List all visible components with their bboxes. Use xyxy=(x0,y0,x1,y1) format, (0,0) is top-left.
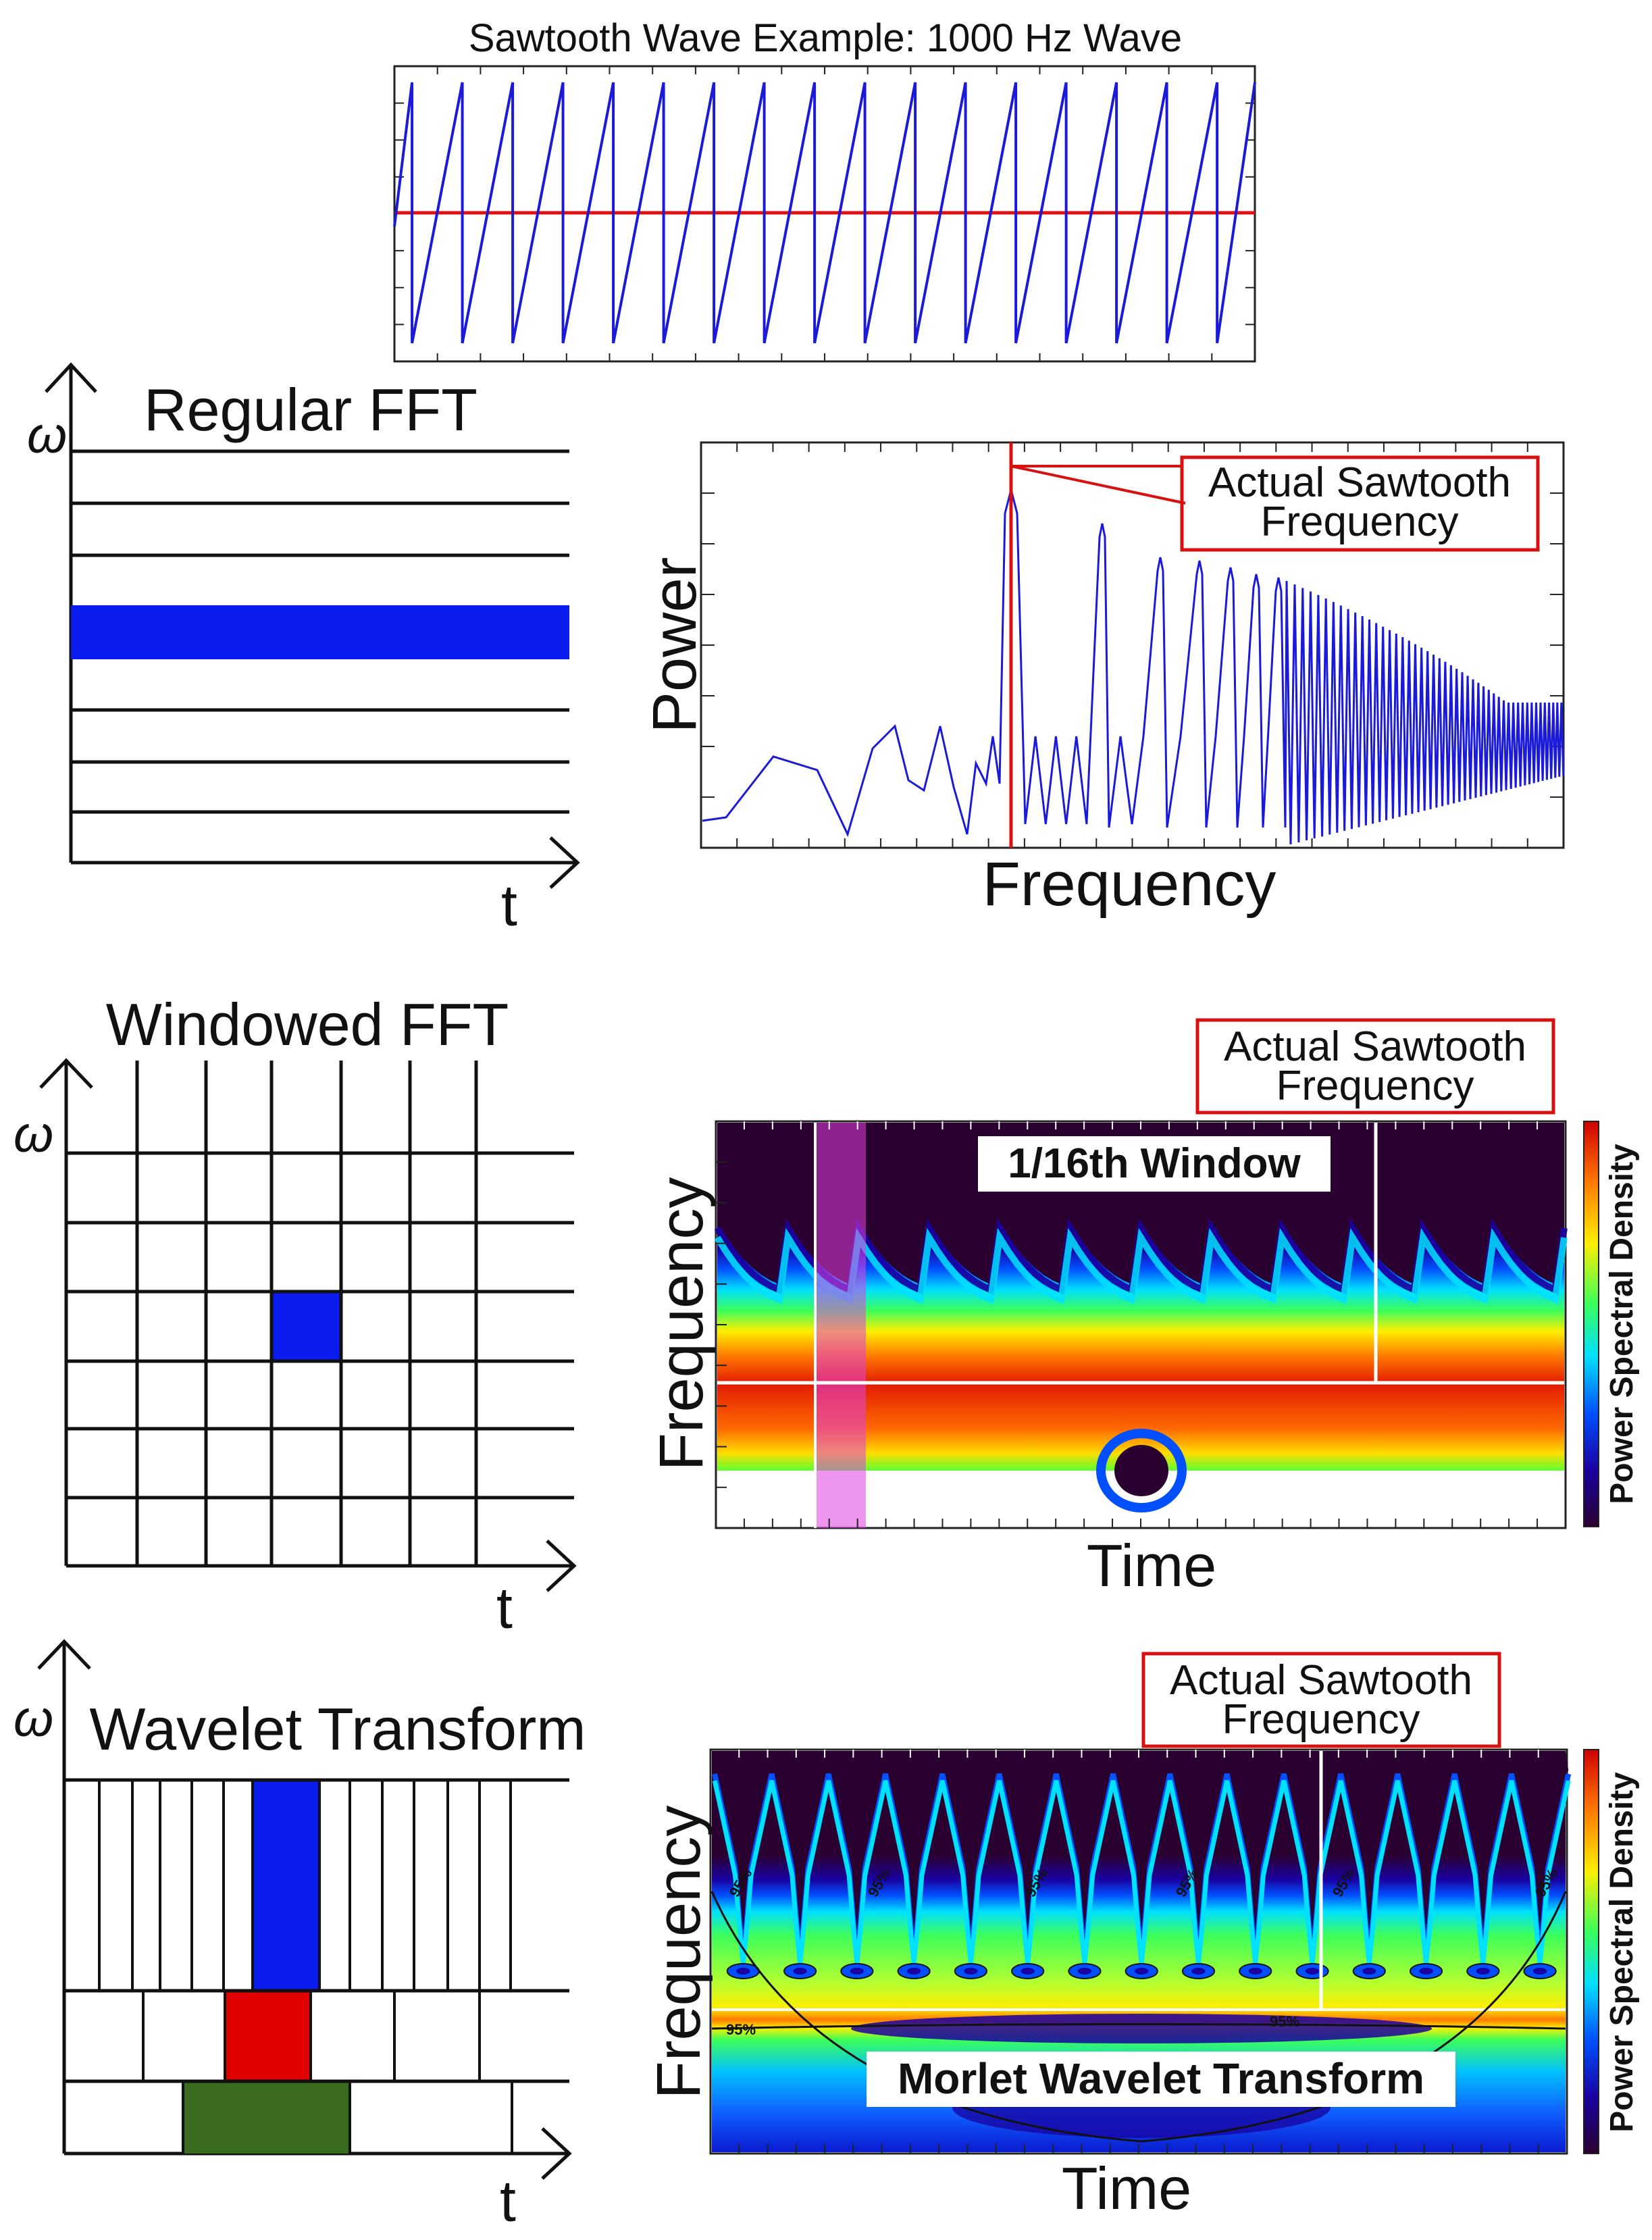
spectrogram-harmonic-ridges xyxy=(717,1123,1564,1285)
power-spectrum-trace xyxy=(702,489,1565,845)
scalogram-inset-label: Morlet Wavelet Transform xyxy=(898,2054,1424,2103)
sawtooth-title: Sawtooth Wave Example: 1000 Hz Wave xyxy=(469,16,1182,60)
power-spectrum-panel: Actual Sawtooth Frequency Power Frequenc… xyxy=(640,441,1565,919)
scalogram-lens-core xyxy=(736,1968,750,1975)
windowed-fft-t-label: t xyxy=(496,1576,513,1641)
wavelet-high-freq-cell xyxy=(253,1780,319,1991)
scalogram-95-label: 95% xyxy=(726,2021,756,2038)
scalogram-lens-core xyxy=(1532,1968,1547,1975)
scalogram-colorbar-label: Power Spectral Density xyxy=(1604,1772,1640,2133)
scalogram-colorbar xyxy=(1583,1749,1599,2154)
power-plot-ticks xyxy=(701,442,1564,848)
spectrogram-ticks xyxy=(716,1121,1539,1528)
wavelet-diagram: ω Wavelet Transform t xyxy=(14,1639,586,2234)
spectrogram-dip-ring xyxy=(1096,1429,1187,1512)
windowed-fft-grid xyxy=(66,1061,574,1566)
regular-fft-y-arrow xyxy=(45,362,97,393)
regular-fft-highlight-band xyxy=(71,605,569,659)
wavelet-title: Wavelet Transform xyxy=(89,1696,586,1762)
spectrogram-annotation-box xyxy=(1195,1018,1555,1115)
scalogram-y-label: Frequency xyxy=(644,1806,713,2099)
spectrogram-low-freq-dip xyxy=(1114,1445,1168,1496)
spectrogram-colorbar xyxy=(1583,1121,1599,1527)
regular-fft-omega-label: ω xyxy=(27,407,67,464)
scalogram-lens-core xyxy=(1021,1968,1035,1975)
scalogram-x-label: Time xyxy=(1062,2155,1191,2222)
power-annotation-box xyxy=(1180,455,1540,552)
scalogram-lens-core xyxy=(1419,1968,1433,1975)
power-y-label: Power xyxy=(640,557,709,734)
scalogram-95-label: 95% xyxy=(1270,2013,1299,2030)
scalogram-harmonic-spikes xyxy=(712,1751,1569,1952)
regular-fft-x-arrow xyxy=(549,836,580,889)
scalogram-panel: Actual Sawtooth Frequency 95% 95% 95% 95% 95… xyxy=(644,1652,1640,2222)
scalogram-annotation-line2: Frequency xyxy=(1222,1696,1420,1743)
windowed-fft-omega-label: ω xyxy=(14,1106,53,1163)
scalogram-ticks xyxy=(738,1750,1539,2154)
spectrogram-colorbar-label: Power Spectral Density xyxy=(1604,1144,1640,1504)
spectrogram-annotation-line1: Actual Sawtooth xyxy=(1224,1023,1526,1070)
wavelet-x-arrow xyxy=(541,2127,572,2180)
spectrogram-window-highlight xyxy=(815,1123,866,1528)
scalogram-lens-core xyxy=(1248,1968,1262,1975)
regular-fft-title: Regular FFT xyxy=(144,376,477,443)
scalogram-cone-of-influence xyxy=(711,1891,1567,2143)
windowed-fft-diagram: Windowed FFT ω t xyxy=(14,991,577,1641)
power-annotation-line2: Frequency xyxy=(1261,499,1459,545)
windowed-fft-y-arrow xyxy=(39,1058,93,1089)
scalogram-lens-core xyxy=(1191,1968,1206,1975)
scalogram-annotation-box xyxy=(1141,1652,1501,1748)
windowed-fft-title: Windowed FFT xyxy=(106,991,509,1058)
scalogram-inset-label-bg xyxy=(867,2052,1455,2107)
sawtooth-panel: Sawtooth Wave Example: 1000 Hz Wave xyxy=(393,16,1256,363)
wavelet-t-label: t xyxy=(500,2169,516,2234)
spectrogram-x-label: Time xyxy=(1087,1532,1216,1599)
regular-fft-bands xyxy=(71,449,569,814)
scalogram-lens-core xyxy=(1476,1968,1490,1975)
scalogram-lens-core xyxy=(1135,1968,1149,1975)
scalogram-lens-core xyxy=(964,1968,978,1975)
sawtooth-wave xyxy=(393,82,1256,344)
windowed-fft-x-arrow xyxy=(546,1539,577,1592)
regular-fft-t-label: t xyxy=(501,873,517,938)
wavelet-mid-freq-cell xyxy=(225,1991,311,2081)
scalogram-lens-core xyxy=(907,1968,921,1975)
wavelet-omega-label: ω xyxy=(14,1690,53,1748)
spectrogram-inset-label-bg xyxy=(978,1136,1331,1192)
scalogram-annotation-line1: Actual Sawtooth xyxy=(1170,1657,1472,1704)
scalogram-lens-core xyxy=(1077,1968,1092,1975)
sawtooth-ticks xyxy=(394,66,1256,361)
spectrogram-panel: Actual Sawtooth Frequency 1/16th Window … xyxy=(647,1018,1640,1599)
regular-fft-diagram: Regular FFT ω t xyxy=(27,362,580,938)
scalogram-lens-core xyxy=(1362,1968,1376,1975)
scalogram-spike-cyan xyxy=(712,1780,1571,1964)
spectrogram-inset-label: 1/16th Window xyxy=(1008,1140,1301,1187)
scalogram-95-contour xyxy=(711,2023,1566,2030)
power-annotation-line1: Actual Sawtooth xyxy=(1208,459,1511,506)
scalogram-lens-contours xyxy=(726,1963,1557,1979)
scalogram-low-band xyxy=(851,2014,1432,2043)
spectrogram-y-label: Frequency xyxy=(647,1177,716,1471)
scalogram-lens-core xyxy=(1305,1968,1320,1975)
wavelet-low-freq-cell xyxy=(183,2081,350,2154)
wavelet-tiling xyxy=(64,1778,569,2154)
spectrogram-annotation-line2: Frequency xyxy=(1276,1063,1474,1109)
wavelet-y-arrow xyxy=(37,1639,91,1670)
scalogram-lens-core xyxy=(850,1968,864,1975)
windowed-fft-highlight-cell xyxy=(272,1292,341,1361)
scalogram-lens-core xyxy=(793,1968,807,1975)
power-x-label: Frequency xyxy=(983,850,1276,919)
